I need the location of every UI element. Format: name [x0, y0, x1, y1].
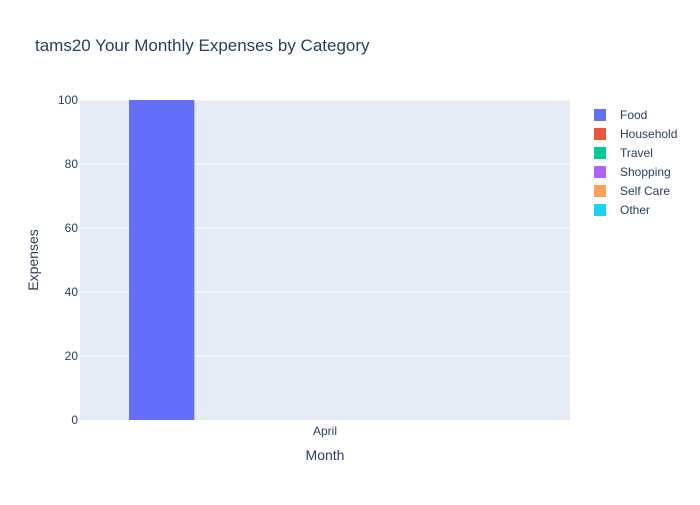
legend-swatch — [594, 185, 606, 197]
legend-label: Other — [620, 203, 650, 217]
y-tick-label: 80 — [65, 157, 79, 171]
bar-food-april[interactable] — [129, 100, 195, 420]
y-tick-label: 0 — [71, 413, 78, 427]
legend-item-food[interactable]: Food — [594, 108, 647, 122]
legend-swatch — [594, 128, 606, 140]
x-axis-title: Month — [306, 447, 345, 463]
chart-title: tams20 Your Monthly Expenses by Category — [35, 36, 370, 55]
legend-swatch — [594, 109, 606, 121]
y-tick-label: 60 — [65, 221, 79, 235]
legend-swatch — [594, 204, 606, 216]
y-axis-title: Expenses — [25, 229, 41, 290]
legend-label: Food — [620, 108, 647, 122]
legend-item-shopping[interactable]: Shopping — [594, 165, 671, 179]
bars[interactable] — [129, 100, 195, 420]
legend-label: Travel — [620, 146, 653, 160]
legend-item-household[interactable]: Household — [594, 127, 677, 141]
y-tick-label: 20 — [65, 349, 79, 363]
legend-item-other[interactable]: Other — [594, 203, 650, 217]
y-tick-label: 40 — [65, 285, 79, 299]
legend-label: Self Care — [620, 184, 670, 198]
legend-item-self-care[interactable]: Self Care — [594, 184, 670, 198]
legend-swatch — [594, 166, 606, 178]
y-axis-ticks: 0 20 40 60 80 100 — [58, 93, 78, 427]
legend[interactable]: Food Household Travel Shopping Self Care Othe… — [594, 108, 677, 217]
legend-label: Household — [620, 127, 677, 141]
legend-swatch — [594, 147, 606, 159]
legend-label: Shopping — [620, 165, 671, 179]
x-axis-ticks: April — [313, 424, 337, 438]
y-tick-label: 100 — [58, 93, 78, 107]
legend-item-travel[interactable]: Travel — [594, 146, 653, 160]
x-tick-label: April — [313, 424, 337, 438]
